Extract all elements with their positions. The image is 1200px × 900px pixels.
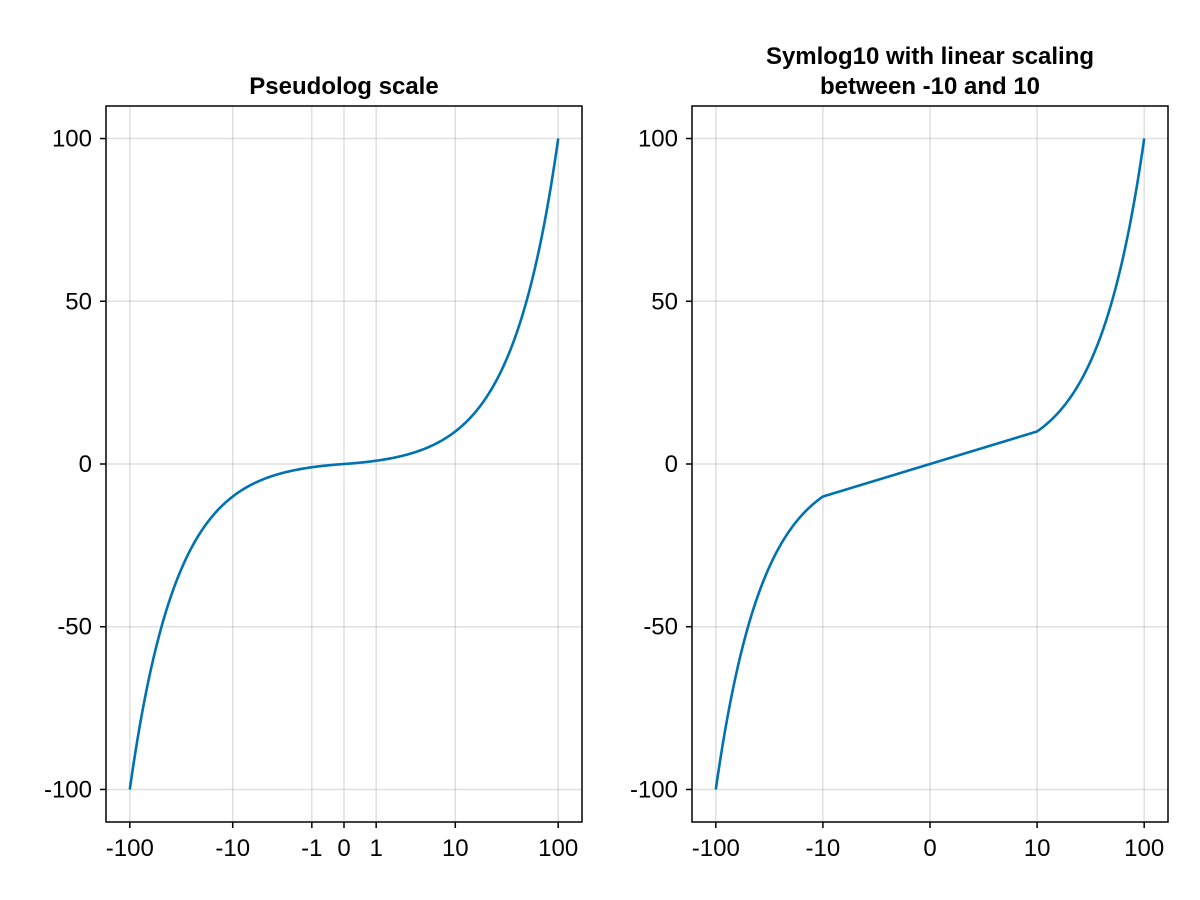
y-tick-label: -100 [44, 776, 92, 803]
x-tick-label: 0 [923, 835, 936, 862]
x-tick-label: -100 [106, 835, 154, 862]
x-tick-label: -10 [806, 835, 841, 862]
x-tick-label: 10 [442, 835, 469, 862]
x-tick-label: 10 [1024, 835, 1051, 862]
y-tick-label: -50 [643, 614, 678, 641]
chart-title: between -10 and 10 [820, 73, 1040, 100]
x-tick-label: 1 [369, 835, 382, 862]
y-tick-label: 100 [52, 126, 92, 153]
y-tick-label: -100 [630, 776, 678, 803]
y-tick-label: 100 [638, 126, 678, 153]
y-tick-label: 0 [665, 451, 678, 478]
y-tick-label: -50 [57, 614, 92, 641]
series-line [714, 138, 1146, 790]
x-tick-label: 0 [337, 835, 350, 862]
chart-title: Pseudolog scale [249, 73, 438, 100]
x-tick-label: 100 [1124, 835, 1164, 862]
y-tick-label: 0 [79, 451, 92, 478]
x-tick-label: -1 [301, 835, 322, 862]
y-tick-label: 50 [651, 288, 678, 315]
series-line [128, 138, 560, 790]
x-tick-label: 100 [538, 835, 578, 862]
x-tick-label: -100 [692, 835, 740, 862]
chart-title: Symlog10 with linear scaling [766, 43, 1094, 70]
y-tick-label: 50 [65, 288, 92, 315]
x-tick-label: -10 [215, 835, 250, 862]
